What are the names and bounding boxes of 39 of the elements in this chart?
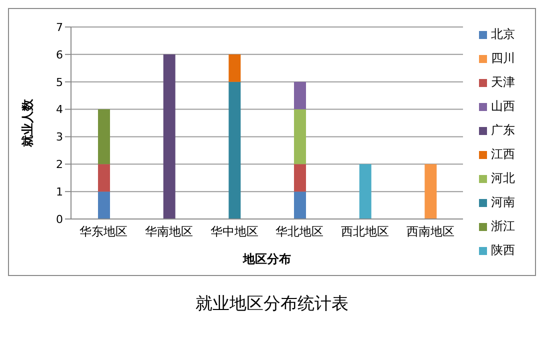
legend-label: 河北 xyxy=(491,171,515,185)
bar xyxy=(294,192,306,219)
legend-label: 北京 xyxy=(491,27,515,41)
legend-label: 山西 xyxy=(491,99,515,113)
x-tick-label: 华南地区 xyxy=(145,224,193,239)
text: 就业地区分布统计表 xyxy=(194,293,350,315)
legend-label: 浙江 xyxy=(491,219,515,233)
y-tick-label: 2 xyxy=(56,158,63,172)
y-tick-label: 3 xyxy=(56,130,63,144)
legend-label: 陕西 xyxy=(491,243,515,257)
x-tick-label: 西北地区 xyxy=(341,224,389,239)
x-tick-label: 华中地区 xyxy=(210,224,258,239)
x-tick-label: 西南地区 xyxy=(406,224,454,239)
bar xyxy=(98,164,110,192)
legend-label: 江西 xyxy=(491,147,515,161)
bar xyxy=(98,109,110,164)
y-axis-title: 就业人数 xyxy=(20,98,34,148)
y-tick-label: 7 xyxy=(56,20,63,34)
bar xyxy=(294,109,306,164)
y-tick-label: 6 xyxy=(56,48,63,62)
legend-label: 天津 xyxy=(491,75,515,89)
bar xyxy=(294,164,306,192)
bar xyxy=(228,54,241,82)
y-tick-label: 1 xyxy=(56,185,63,198)
legend-label: 广东 xyxy=(491,123,515,137)
bar xyxy=(163,54,176,219)
bar xyxy=(98,192,110,219)
bar xyxy=(359,164,372,219)
bar xyxy=(424,164,437,219)
bar xyxy=(294,82,306,110)
y-tick-label: 0 xyxy=(56,212,63,226)
x-axis-title: 地区分布 xyxy=(242,252,291,266)
bar xyxy=(228,82,241,219)
x-tick-label: 华东地区 xyxy=(80,224,128,239)
y-tick-label: 5 xyxy=(56,76,63,89)
legend-label: 河南 xyxy=(491,195,515,209)
legend-label: 四川 xyxy=(491,51,515,65)
y-tick-label: 4 xyxy=(56,103,63,116)
x-tick-label: 华北地区 xyxy=(276,224,324,239)
